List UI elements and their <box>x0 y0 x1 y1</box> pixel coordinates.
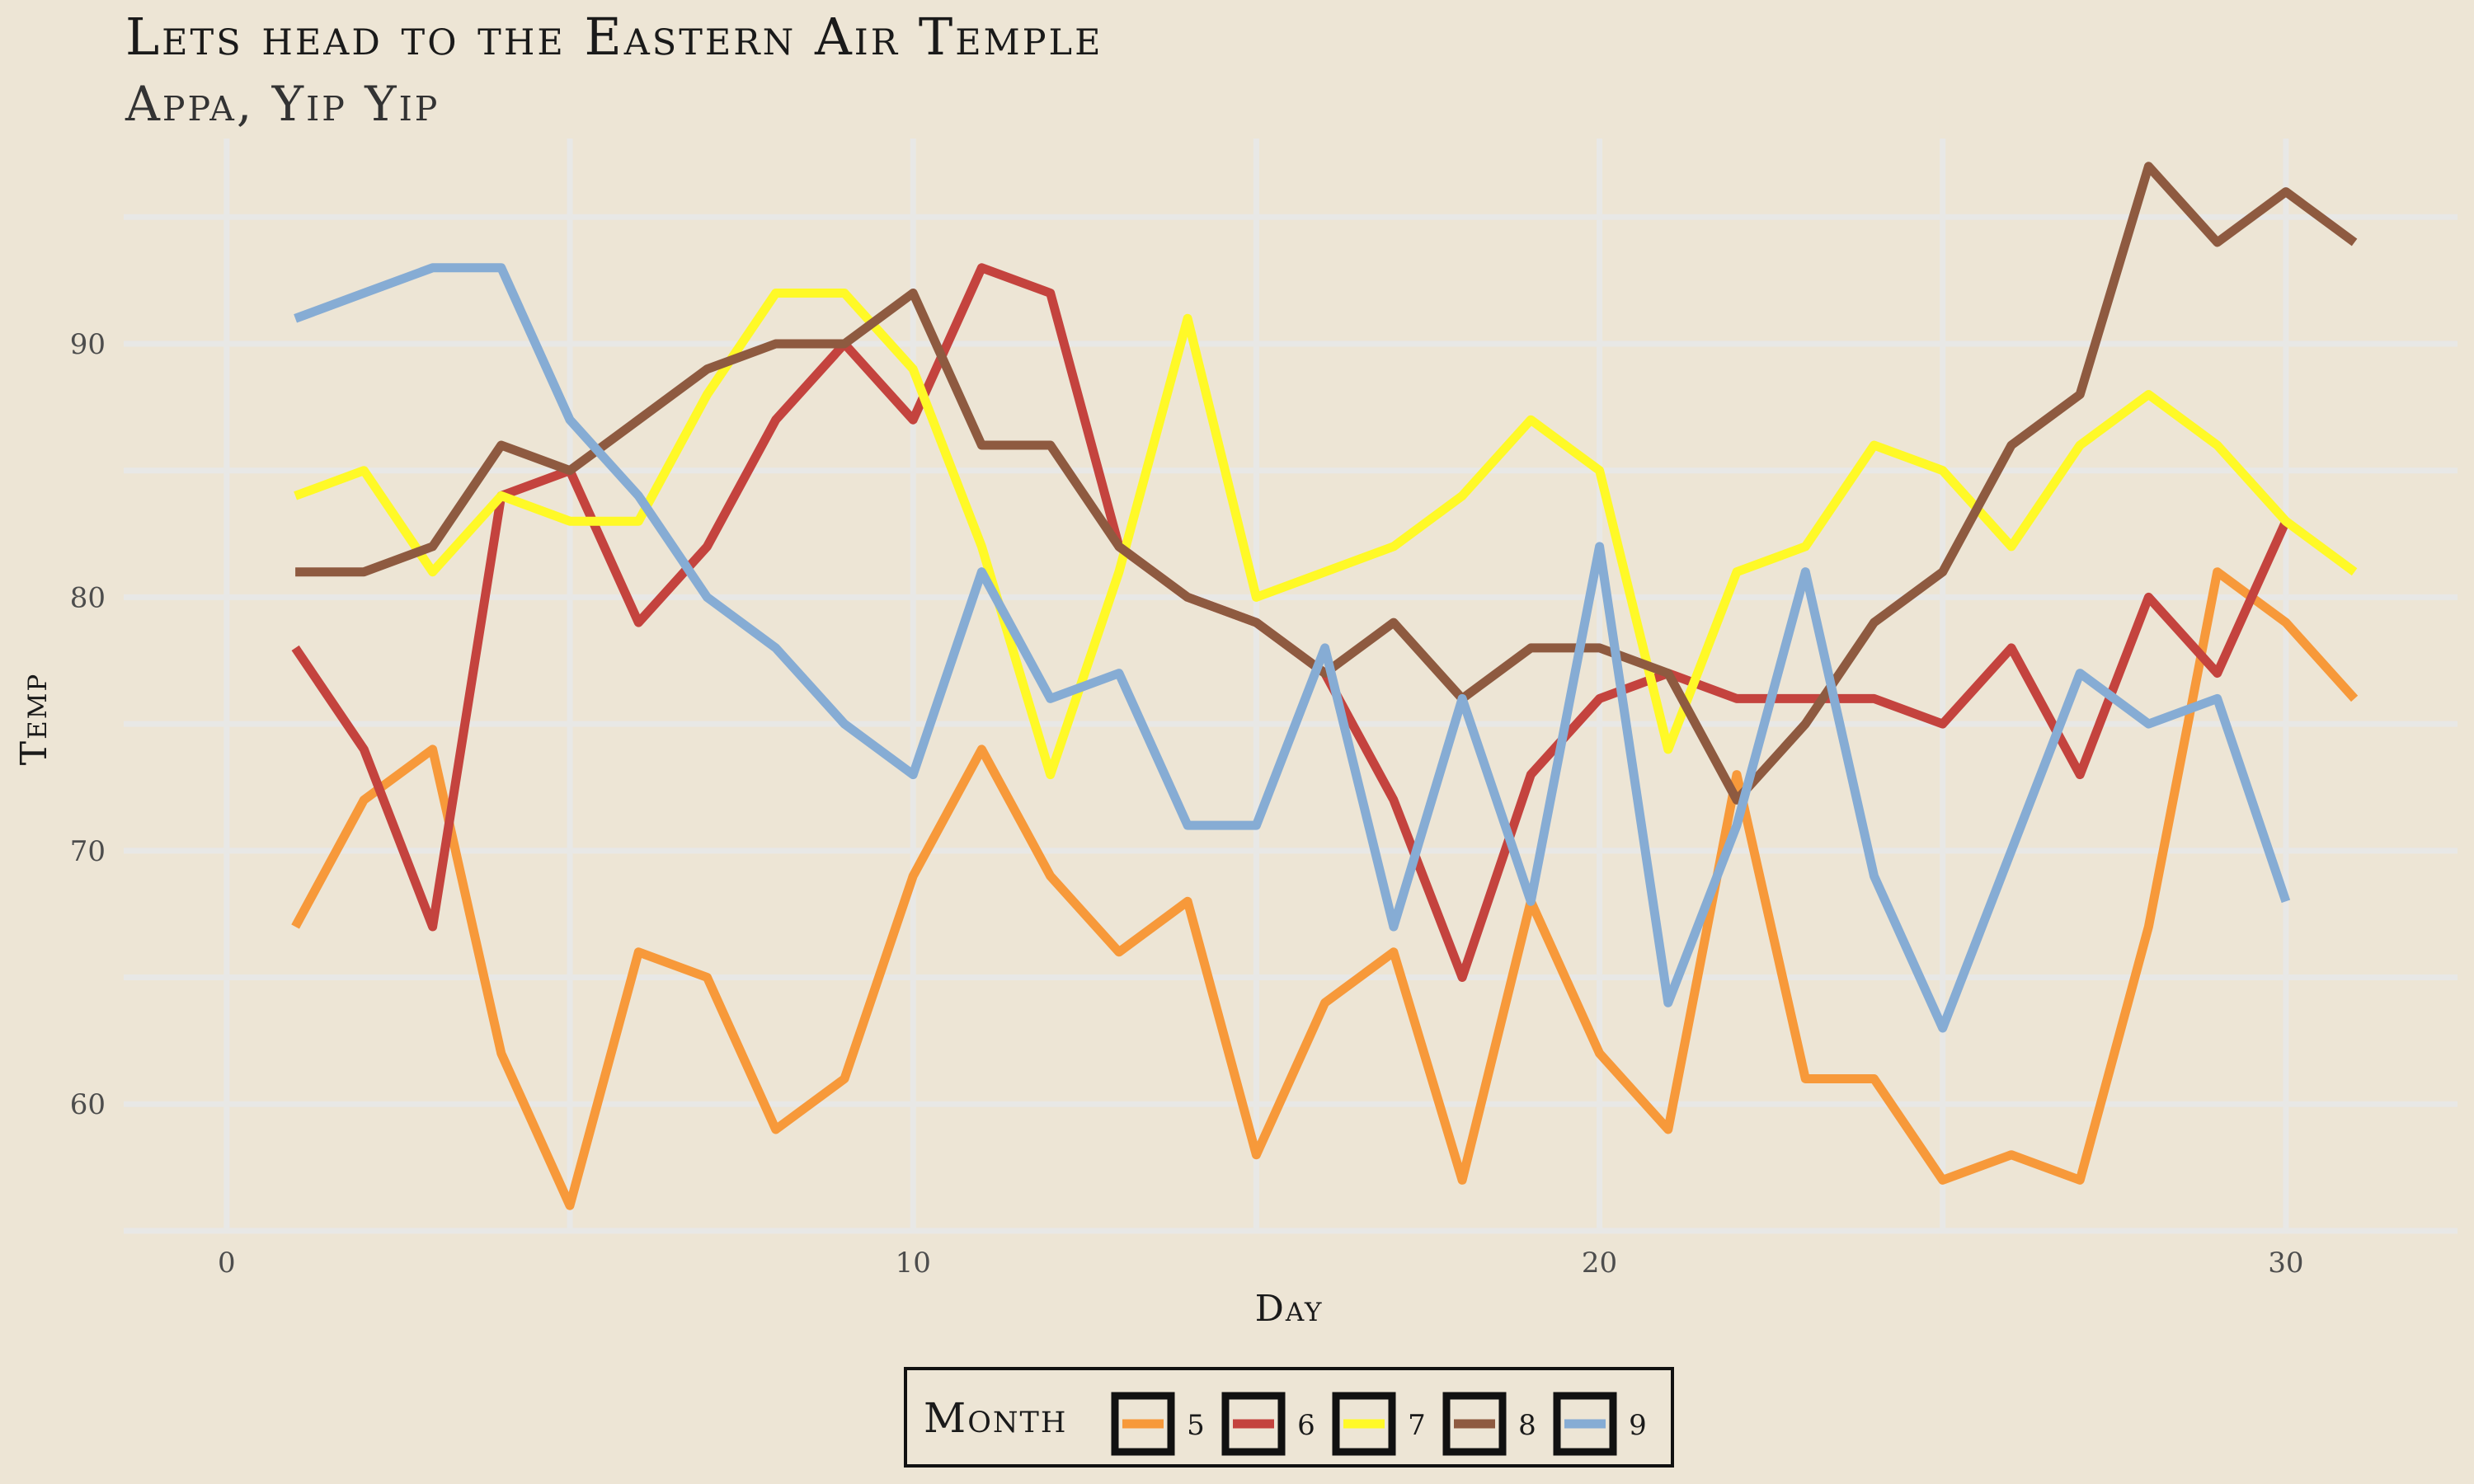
x-tick-label: 30 <box>2268 1247 2303 1280</box>
legend: Month 5 6 7 8 9 <box>904 1367 1674 1468</box>
legend-label: 6 <box>1297 1409 1315 1442</box>
x-tick-label: 0 <box>218 1247 236 1280</box>
legend-items: 5 6 7 8 9 <box>1111 1392 1647 1456</box>
chart-title: Lets head to the Eastern Air Temple <box>125 7 1103 67</box>
data-series <box>291 162 2359 1210</box>
y-tick-label: 70 <box>70 835 106 868</box>
chart-subtitle: Appa, Yip Yip <box>125 76 440 132</box>
legend-label: 9 <box>1629 1409 1647 1442</box>
x-axis-title: Day <box>1255 1288 1324 1330</box>
legend-label: 7 <box>1408 1409 1426 1442</box>
y-tick-label: 60 <box>70 1088 106 1121</box>
y-axis-title: Temp <box>13 673 55 766</box>
series-line-month-5 <box>291 567 2359 1210</box>
legend-box <box>904 1367 1674 1468</box>
legend-label: 8 <box>1518 1409 1536 1442</box>
gridlines <box>124 139 2458 1234</box>
y-tick-label: 80 <box>70 581 106 614</box>
x-tick-label: 10 <box>896 1247 931 1280</box>
y-tick-label: 90 <box>70 328 106 361</box>
legend-label: 5 <box>1187 1409 1205 1442</box>
series-line-month-7 <box>294 289 2358 780</box>
axis-ticks: 0 10 20 30 60 70 80 90 <box>70 328 2304 1280</box>
x-tick-label: 20 <box>1582 1247 1617 1280</box>
legend-title: Month <box>924 1394 1067 1442</box>
series-line-month-8 <box>295 162 2358 805</box>
series-line-month-9 <box>294 263 2291 1033</box>
